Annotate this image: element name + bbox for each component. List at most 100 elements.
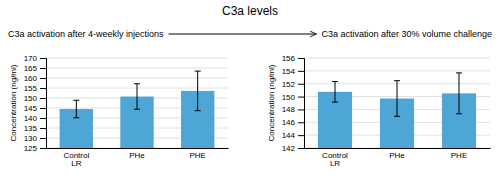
tick-mark xyxy=(40,128,46,129)
error-bar-cap xyxy=(394,80,400,81)
tick-mark xyxy=(298,148,304,149)
axis-line xyxy=(40,59,47,149)
tick-label: 156 xyxy=(282,54,296,63)
tick-label: 146 xyxy=(282,118,296,127)
tick-label: 165 xyxy=(24,64,38,73)
tick-mark xyxy=(40,98,46,99)
error-bar-cap xyxy=(73,117,79,118)
error-bar-cap xyxy=(332,102,338,103)
tick: 170 xyxy=(24,54,46,63)
tick-label: 145 xyxy=(24,104,38,113)
tick-label: PHE xyxy=(451,151,467,160)
tick: ControlLR xyxy=(322,148,348,168)
error-bar-cap xyxy=(456,72,462,73)
tick: 145 xyxy=(24,104,46,113)
tick-label: 140 xyxy=(24,114,38,123)
tick: 135 xyxy=(24,124,46,133)
error-bar-stem xyxy=(76,100,77,118)
error-bar-stem xyxy=(397,81,398,117)
error-bar-cap xyxy=(195,71,201,72)
error-bar-cap xyxy=(332,81,338,82)
axis-line xyxy=(47,148,229,149)
x-axis: ControlLR PHe PHE xyxy=(47,148,229,168)
marks xyxy=(60,71,215,148)
chart: C3a levels125130135140145150155160165170… xyxy=(0,0,500,184)
grid-line xyxy=(304,70,490,71)
error-bar xyxy=(195,71,201,111)
error-bar xyxy=(456,73,462,114)
tick-label: 150 xyxy=(24,94,38,103)
tick: 142 xyxy=(282,144,304,153)
tick-label: 150 xyxy=(282,93,296,102)
tick: 150 xyxy=(24,94,46,103)
tick-label: 170 xyxy=(24,54,38,63)
tick: ControlLR xyxy=(63,148,89,168)
tick-label: 154 xyxy=(282,67,296,76)
tick: 140 xyxy=(24,114,46,123)
error-bar-cap xyxy=(134,83,140,84)
tick-mark xyxy=(40,78,46,79)
tick: 152 xyxy=(282,80,304,89)
axis-title: Concentration (ng/ml) xyxy=(9,64,18,141)
tick-label: 144 xyxy=(282,131,296,140)
title: C3a levels xyxy=(222,4,278,18)
tick-label: 142 xyxy=(282,144,296,153)
tick-label: 135 xyxy=(24,124,38,133)
error-bar-stem xyxy=(197,71,198,111)
tick-mark xyxy=(40,108,46,109)
tick: 160 xyxy=(24,74,46,83)
tick-mark xyxy=(40,68,46,69)
error-bar-stem xyxy=(137,84,138,110)
error-bar-cap xyxy=(456,113,462,114)
tick-mark xyxy=(298,122,304,123)
axis-line xyxy=(298,59,305,149)
error-bar-stem xyxy=(459,73,460,114)
tick-mark xyxy=(298,97,304,98)
error-bar-cap xyxy=(394,116,400,117)
tick-label: 130 xyxy=(24,134,38,143)
subtitle: C3a activation after 30% volume challeng… xyxy=(321,29,492,39)
tick-mark xyxy=(40,58,46,59)
tick-label: 148 xyxy=(282,105,296,114)
tick-mark xyxy=(298,135,304,136)
tick: 150 xyxy=(282,93,304,102)
axis-line xyxy=(305,148,491,149)
tick: 155 xyxy=(24,84,46,93)
tick-mark xyxy=(298,84,304,85)
tick-label: ControlLR xyxy=(63,151,89,169)
tick: 165 xyxy=(24,64,46,73)
tick: 130 xyxy=(24,134,46,143)
tick-mark xyxy=(298,58,304,59)
tick-mark xyxy=(298,71,304,72)
tick: 146 xyxy=(282,118,304,127)
error-bar-cap xyxy=(73,100,79,101)
tick-mark xyxy=(40,148,46,149)
tick-label: ControlLR xyxy=(322,151,348,169)
tick-label: PHe xyxy=(129,151,145,160)
plot: 125130135140145150155160165170 ControlLR P… xyxy=(24,54,229,184)
tick: 144 xyxy=(282,131,304,140)
plot: 142 144 146 148 150 152 154 156 ControlLR PHe PHE xyxy=(282,54,491,184)
tick: 125 xyxy=(24,144,46,153)
subtitle: C3a activation after 4-weekly injections xyxy=(8,29,164,39)
tick: 156 xyxy=(282,54,304,63)
grid-line xyxy=(46,58,228,59)
error-bar-stem xyxy=(335,82,336,103)
error-bar-cap xyxy=(195,110,201,111)
tick-mark xyxy=(298,109,304,110)
tick-label: 160 xyxy=(24,74,38,83)
tick-label: 155 xyxy=(24,84,38,93)
error-bar-cap xyxy=(134,109,140,110)
tick-label: PHE xyxy=(189,151,205,160)
tick: PHE xyxy=(451,148,467,160)
tick-label: 152 xyxy=(282,80,296,89)
error-bar xyxy=(332,82,338,103)
y-axis: 125130135140145150155160165170 xyxy=(24,54,47,153)
tick: PHE xyxy=(189,148,205,160)
tick-label: 125 xyxy=(24,144,38,153)
tick: PHe xyxy=(129,148,145,160)
tick-label: PHe xyxy=(389,151,405,160)
tick-mark xyxy=(40,118,46,119)
axis-title: Concentration (ng/ml) xyxy=(267,64,276,141)
tick: 154 xyxy=(282,67,304,76)
